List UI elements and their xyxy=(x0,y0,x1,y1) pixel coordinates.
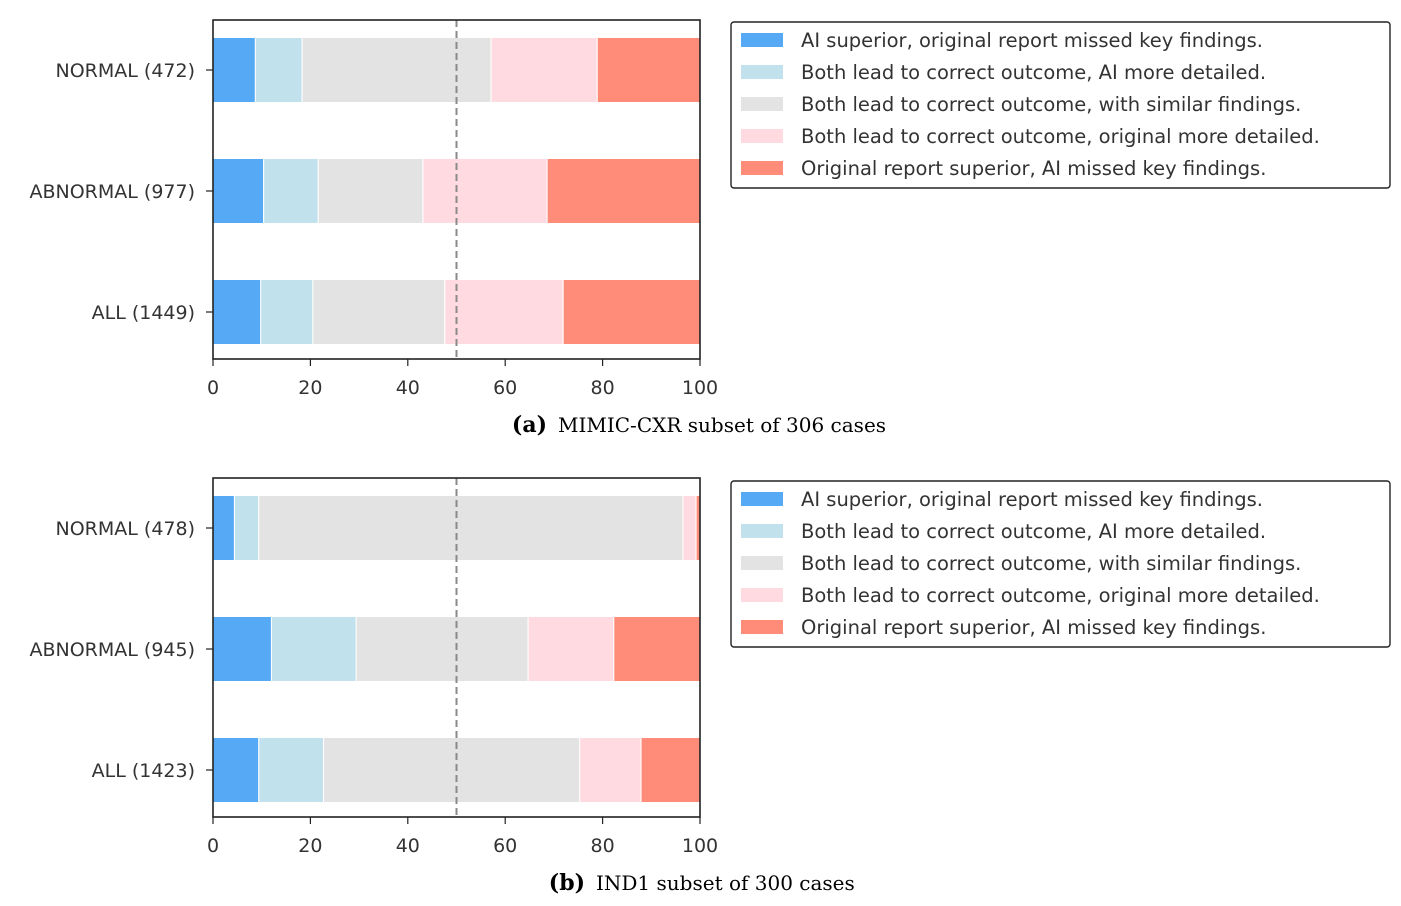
panel-a-bar-1-0 xyxy=(212,158,265,224)
panel-a-bar-0-1 xyxy=(254,37,303,103)
panel-b-bar-2-1 xyxy=(258,737,325,803)
panel-a-legend-label-4: Original report superior, AI missed key … xyxy=(801,157,1266,180)
panel-b-bar-1-1 xyxy=(270,616,357,682)
panel-a-bar-2-1 xyxy=(260,279,314,345)
panel-b-x-tick-labels: 0 20 40 60 80 100 xyxy=(207,817,718,857)
panel-a-y-tick-label-0: NORMAL (472) xyxy=(56,60,195,82)
panel-b-bar-0-0 xyxy=(212,495,235,561)
panel-a-legend-swatch-3 xyxy=(741,129,783,143)
panel-a-y-tick-label-2: ALL (1449) xyxy=(92,302,195,324)
panel-b-legend-swatch-0 xyxy=(741,492,783,506)
panel-b-bar-0-3 xyxy=(682,495,697,561)
panel-a-bar-2-0 xyxy=(212,279,262,345)
panel-a-legend-box xyxy=(730,21,1391,189)
panel-b-axes xyxy=(212,477,701,818)
panel-b-legend-label-2: Both lead to correct outcome, with simil… xyxy=(801,552,1301,575)
panel-a-legend-label-1: Both lead to correct outcome, AI more de… xyxy=(801,61,1266,84)
panel-b-legend-swatch-2 xyxy=(741,556,783,570)
panel-b-legend-label-0: AI superior, original report missed key … xyxy=(801,488,1263,511)
panel-b-bar-2-0 xyxy=(212,737,260,803)
panel-a-caption-letter: (a) xyxy=(512,412,547,438)
panel-b-y-tick-label-1: ABNORMAL (945) xyxy=(29,639,195,661)
panel-b-legend-box xyxy=(730,480,1391,648)
panel-a-legend-label-0: AI superior, original report missed key … xyxy=(801,29,1263,52)
panel-b-caption-text: IND1 subset of 300 cases xyxy=(596,871,855,895)
panel-a-y-tick-labels: NORMAL (472) ABNORMAL (977) ALL (1449) xyxy=(29,60,213,324)
panel-b-bar-1-4 xyxy=(613,616,701,682)
panel-a-bar-2-3 xyxy=(444,279,564,345)
panel-a-legend-swatch-1 xyxy=(741,65,783,79)
panel-a-x-tick-label-2: 40 xyxy=(396,377,420,399)
panel-b-legend-swatch-4 xyxy=(741,620,783,634)
panel-b-bar-1-2 xyxy=(355,616,529,682)
panel-a-bar-0-2 xyxy=(301,37,492,103)
panel-a-bar-1-2 xyxy=(317,158,424,224)
panel-a-chart: NORMAL (472) ABNORMAL (977) ALL (1449) 0 20… xyxy=(29,19,1391,438)
panel-b-bar-2-2 xyxy=(323,737,581,803)
panel-a-bar-1-4 xyxy=(546,158,701,224)
panel-b-x-tick-label-4: 80 xyxy=(591,835,615,857)
panel-b-legend-label-4: Original report superior, AI missed key … xyxy=(801,616,1266,639)
panel-a-bar-0-3 xyxy=(490,37,598,103)
panel-a-x-tick-label-1: 20 xyxy=(298,377,322,399)
panel-b-y-tick-labels: NORMAL (478) ABNORMAL (945) ALL (1423) xyxy=(29,518,213,782)
panel-b-legend-swatch-3 xyxy=(741,588,783,602)
panel-a-legend: AI superior, original report missed key … xyxy=(730,21,1391,189)
panel-a-legend-label-2: Both lead to correct outcome, with simil… xyxy=(801,93,1301,116)
panel-b-chart: NORMAL (478) ABNORMAL (945) ALL (1423) 0 20… xyxy=(29,477,1391,896)
panel-b-bar-0-2 xyxy=(258,495,684,561)
panel-a-bar-0-4 xyxy=(596,37,701,103)
panel-b-caption-letter: (b) xyxy=(549,870,585,896)
panel-a-bar-1-1 xyxy=(263,158,319,224)
panel-b-x-tick-label-0: 0 xyxy=(207,835,219,857)
panel-a-legend-swatch-0 xyxy=(741,33,783,47)
panel-a-legend-swatch-2 xyxy=(741,97,783,111)
panel-b-axes-frame xyxy=(212,477,701,818)
panel-a-axes xyxy=(212,19,701,360)
panel-a-caption-text: MIMIC-CXR subset of 306 cases xyxy=(558,413,886,437)
panel-b-x-tick-label-3: 60 xyxy=(493,835,517,857)
panel-a-x-tick-labels: 0 20 40 60 80 100 xyxy=(207,359,718,399)
panel-a-x-tick-label-0: 0 xyxy=(207,377,219,399)
panel-b-y-tick-label-2: ALL (1423) xyxy=(92,760,195,782)
panel-b-x-tick-label-1: 20 xyxy=(298,835,322,857)
panel-a-x-tick-label-4: 80 xyxy=(591,377,615,399)
panel-a-y-tick-label-1: ABNORMAL (977) xyxy=(29,181,195,203)
panel-b-x-tick-label-5: 100 xyxy=(682,835,718,857)
panel-b-bar-1-0 xyxy=(212,616,272,682)
panel-a-x-tick-label-3: 60 xyxy=(493,377,517,399)
panel-a-legend-swatch-4 xyxy=(741,161,783,175)
panel-b-y-tick-label-0: NORMAL (478) xyxy=(56,518,195,540)
panel-a-bars xyxy=(212,37,701,345)
panel-b-legend-swatch-1 xyxy=(741,524,783,538)
panel-a-bar-2-2 xyxy=(312,279,446,345)
panel-b-bar-1-3 xyxy=(527,616,615,682)
panel-b-bar-2-3 xyxy=(579,737,642,803)
panel-a-bar-1-3 xyxy=(422,158,548,224)
panel-b-legend-label-3: Both lead to correct outcome, original m… xyxy=(801,584,1320,607)
panel-a-legend-label-3: Both lead to correct outcome, original m… xyxy=(801,125,1320,148)
panel-a-bar-2-4 xyxy=(562,279,701,345)
panel-b-bar-0-1 xyxy=(233,495,260,561)
panel-b-legend: AI superior, original report missed key … xyxy=(730,480,1391,648)
panel-a-x-tick-label-5: 100 xyxy=(682,377,718,399)
panel-a-bar-0-0 xyxy=(212,37,256,103)
panel-b-x-tick-label-2: 40 xyxy=(396,835,420,857)
panel-b-legend-label-1: Both lead to correct outcome, AI more de… xyxy=(801,520,1266,543)
panel-b-bar-2-4 xyxy=(640,737,701,803)
panel-a-axes-frame xyxy=(212,19,701,360)
